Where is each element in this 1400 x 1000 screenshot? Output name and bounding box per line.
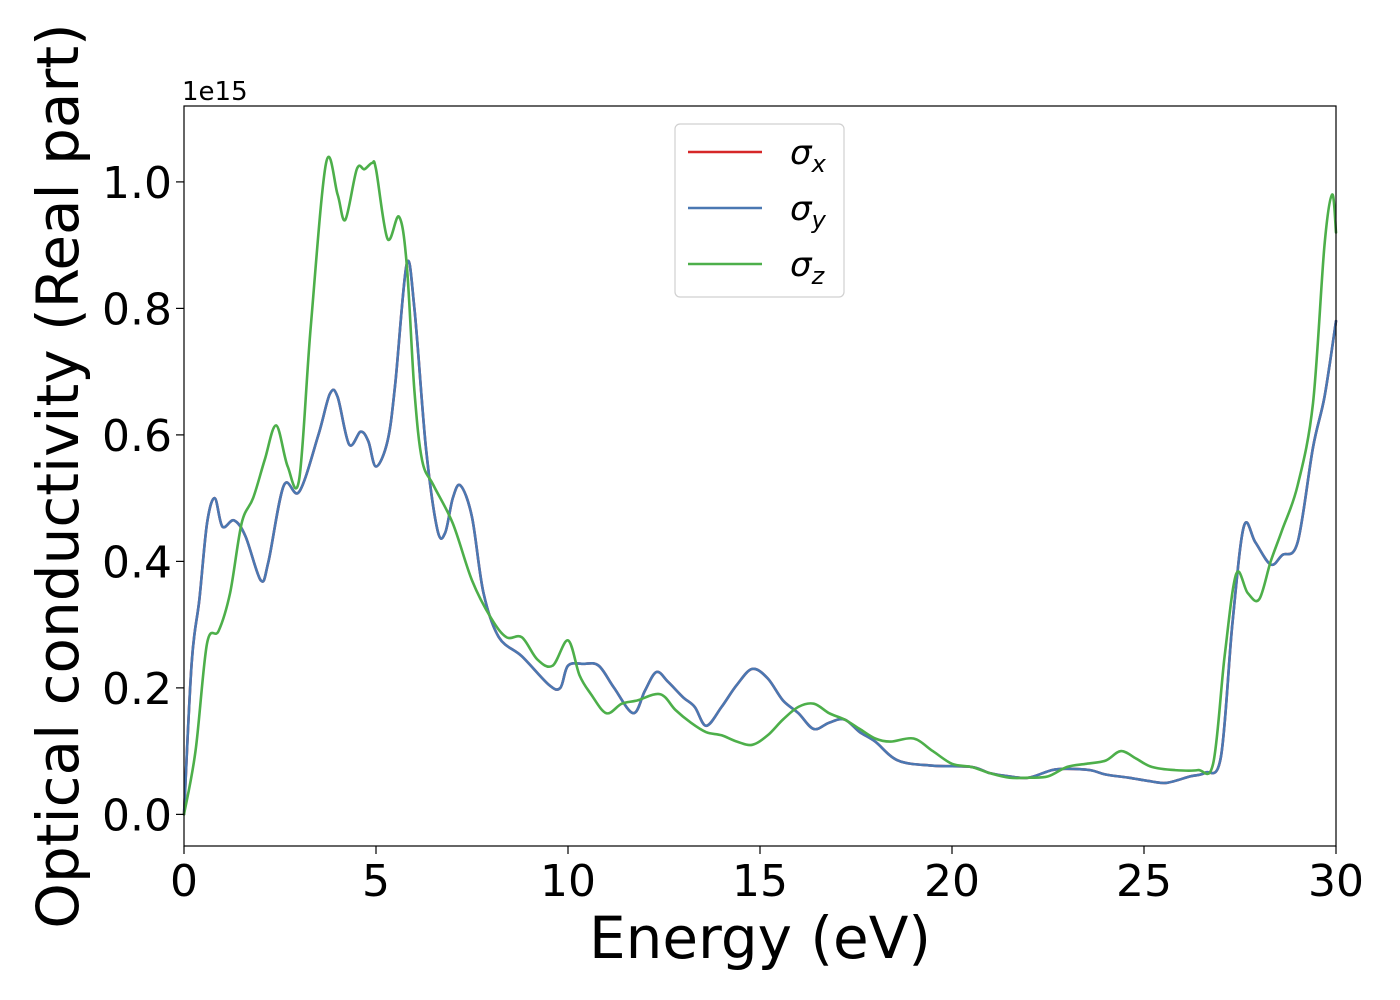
y-tick-label: 0.0: [102, 790, 172, 841]
y-tick-label: 0.6: [102, 411, 172, 462]
series-line-y: [182, 259, 1338, 816]
y-axis-title: Optical conductivity (Real part): [24, 23, 92, 928]
y-tick-label: 0.2: [102, 664, 172, 715]
legend-box: [674, 123, 845, 298]
x-tick-label: 30: [1308, 856, 1364, 907]
x-tick-label: 25: [1116, 856, 1172, 907]
y-tick-label: 0.4: [102, 537, 172, 588]
legend: σx σy σz: [674, 123, 845, 298]
x-tick-label: 0: [170, 856, 198, 907]
legend-label-z: σz: [790, 245, 826, 290]
plot-lines: [182, 155, 1338, 816]
x-tick-label: 20: [924, 856, 980, 907]
x-axis-title: Energy (eV): [589, 904, 931, 972]
legend-label-x: σx: [790, 133, 827, 178]
x-tick-label: 10: [540, 856, 596, 907]
series-line-z: [182, 155, 1338, 816]
x-tick-label: 15: [732, 856, 788, 907]
legend-label-y: σy: [790, 189, 827, 234]
y-tick-label: 1.0: [102, 158, 172, 209]
y-axis-ticks: 0.0 0.2 0.4 0.6 0.8 1.0: [102, 158, 184, 841]
y-offset-label: 1e15: [182, 77, 248, 107]
x-axis-ticks: 0 5 10 15 20 25 30: [170, 846, 1364, 907]
x-tick-label: 5: [362, 856, 390, 907]
y-tick-label: 0.8: [102, 284, 172, 335]
